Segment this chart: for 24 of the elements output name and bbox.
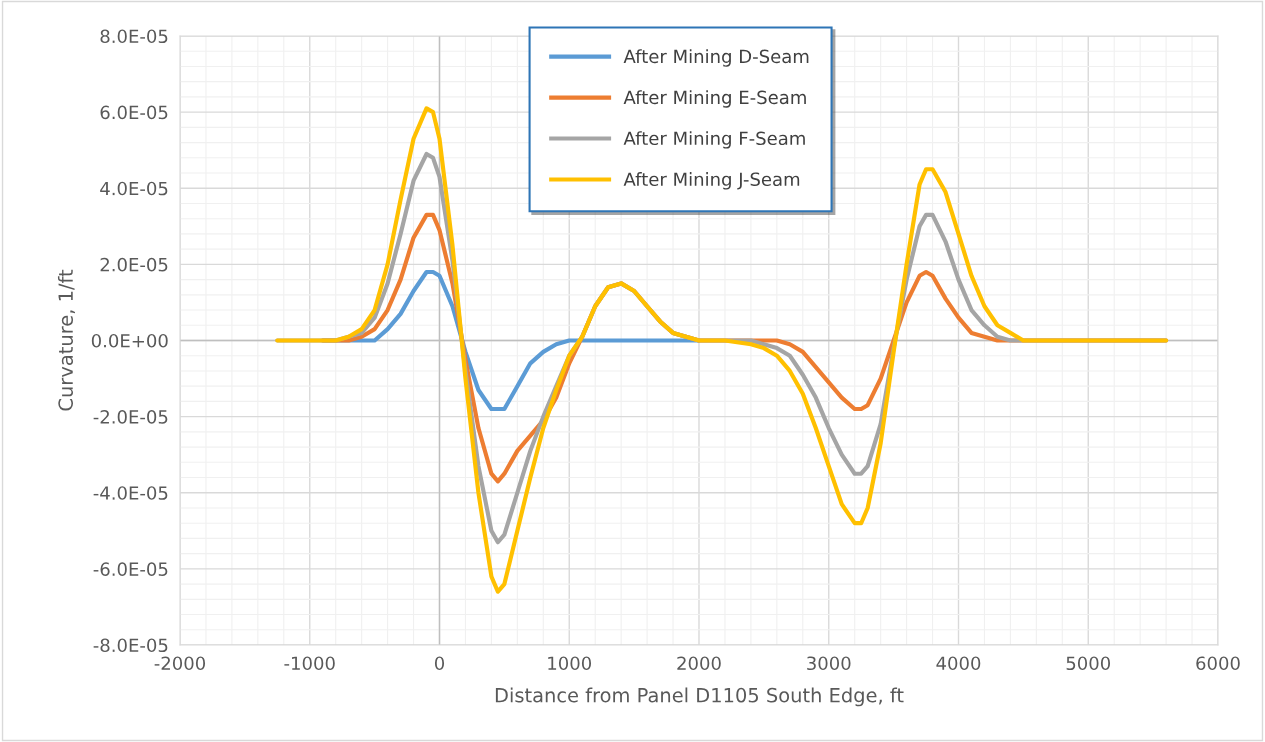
x-tick-label: 2000 [677, 656, 721, 671]
y-tick-label: -6.0E-05 [93, 562, 168, 576]
x-tick-label: -2000 [154, 656, 206, 671]
legend-label: After Mining F-Seam [623, 131, 805, 149]
y-tick-label: -2.0E-05 [93, 410, 168, 424]
x-tick-label: 6000 [1196, 656, 1240, 671]
x-axis-title: Distance from Panel D1105 South Edge, ft [495, 687, 904, 707]
y-tick-label: -8.0E-05 [93, 638, 168, 653]
y-tick-label: 4.0E-05 [100, 181, 168, 196]
legend-label: After Mining D-Seam [623, 49, 809, 67]
x-tick-label: 0 [434, 656, 445, 671]
y-axis-title: Curvature, 1/ft [57, 269, 75, 411]
x-tick-label: 3000 [807, 656, 851, 671]
y-tick-label: 0.0E+00 [91, 333, 168, 348]
y-tick-label: 2.0E-05 [100, 257, 168, 272]
x-tick-label: 4000 [936, 656, 981, 671]
x-tick-label: -1000 [284, 656, 335, 671]
legend-label: After Mining E-Seam [623, 90, 806, 108]
x-tick-label: 5000 [1066, 656, 1111, 671]
y-tick-label: 6.0E-05 [100, 105, 168, 120]
y-tick-label: -4.0E-05 [93, 486, 168, 500]
x-tick-label: 1000 [548, 656, 592, 671]
legend-label: After Mining J-Seam [623, 172, 800, 190]
y-tick-label: 8.0E-05 [100, 29, 168, 44]
